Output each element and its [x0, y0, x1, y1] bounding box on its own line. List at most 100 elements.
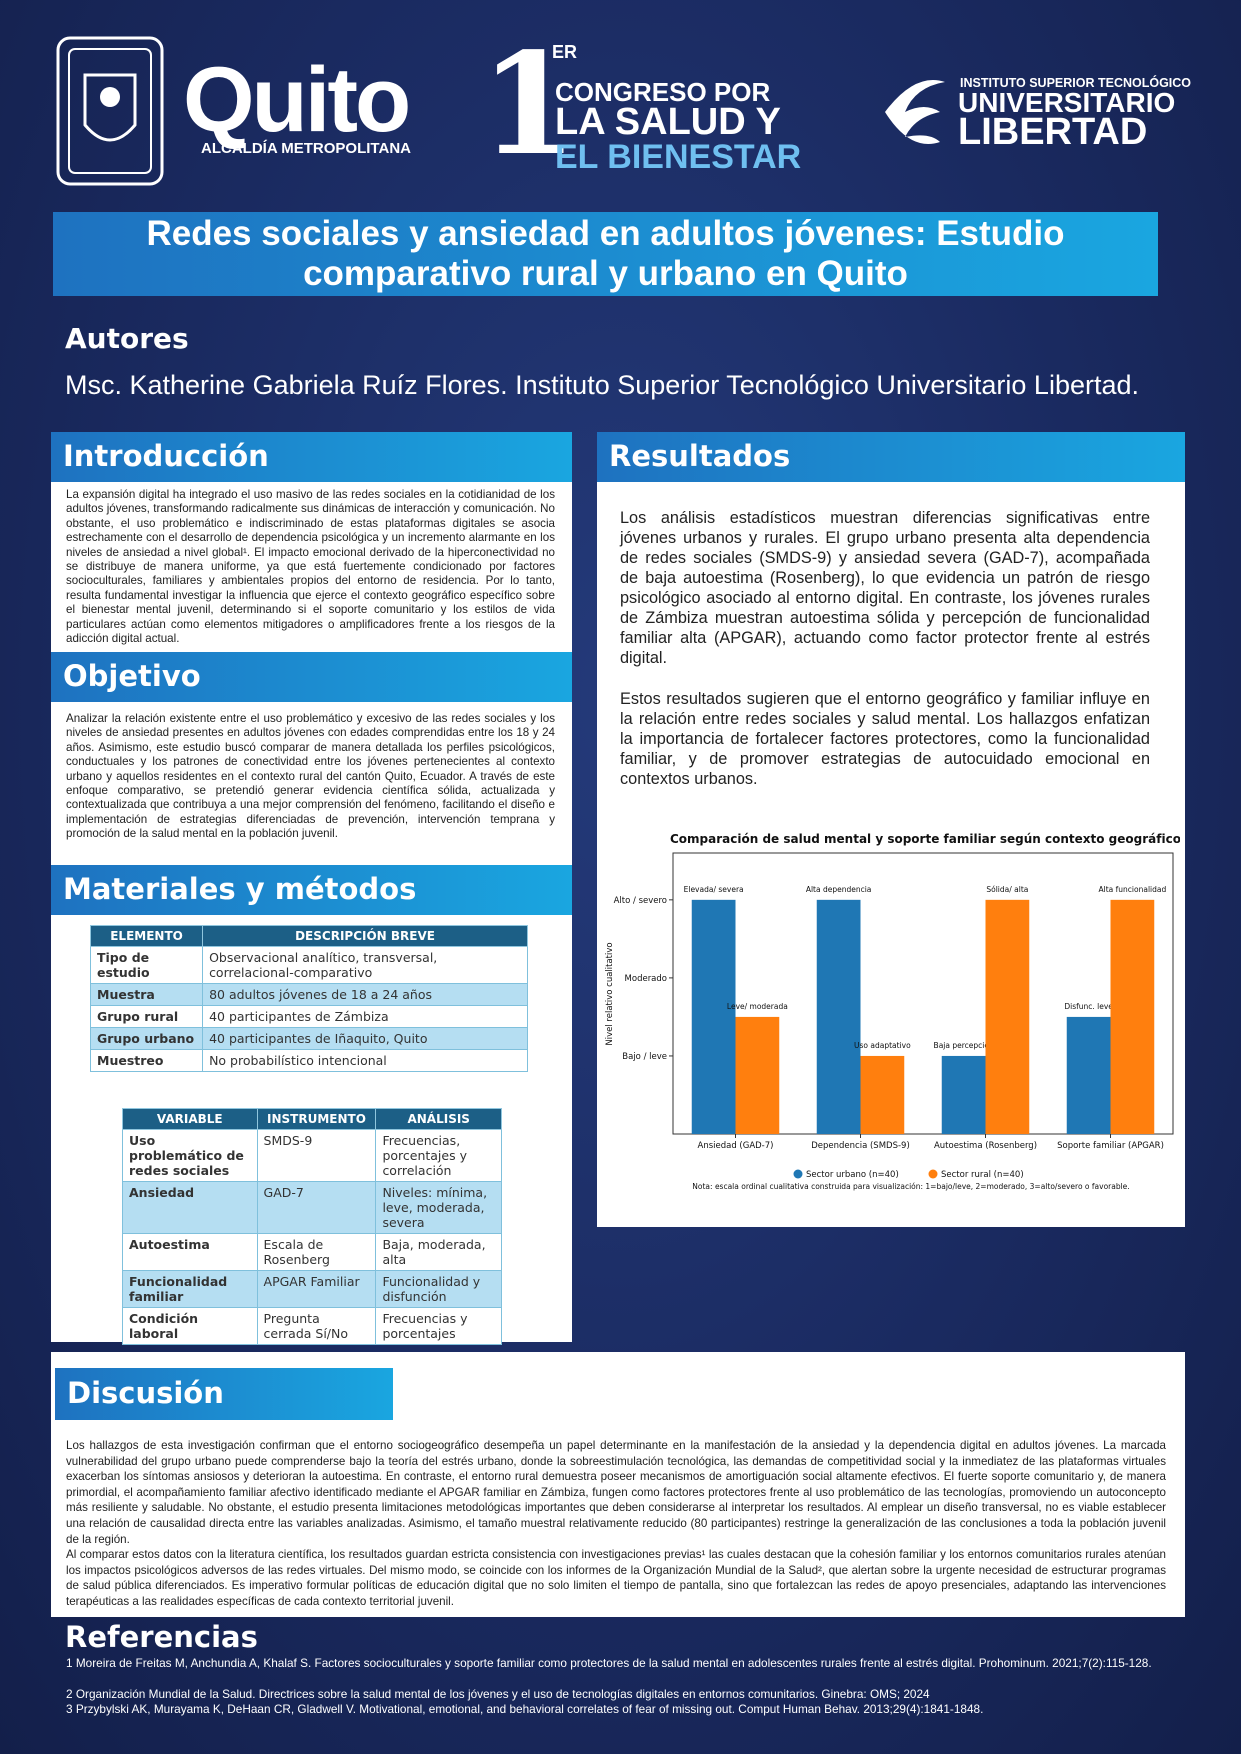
column-header: ANÁLISIS: [375, 1108, 502, 1130]
table-cell: Escala de Rosenberg: [256, 1233, 377, 1271]
header-row: VARIABLE INSTRUMENTO ANÁLISIS: [122, 1108, 502, 1130]
bar-label: Elevada/ severa: [684, 885, 744, 894]
section-heading: Resultados: [597, 432, 1185, 482]
table-cell: Muestreo: [89, 1049, 204, 1072]
table-cell: Uso problemático de redes sociales: [122, 1129, 258, 1182]
instituto-line: UNIVERSITARIO: [958, 87, 1176, 118]
table-cell: Autoestima: [122, 1233, 258, 1271]
table-cell: Funcionalidad y disfunción: [375, 1270, 502, 1308]
plot-frame: [672, 852, 1174, 1135]
column-header: DESCRIPCIÓN BREVE: [202, 925, 528, 947]
intro-text: La expansión digital ha integrado el uso…: [66, 488, 555, 646]
section-heading: Objetivo: [51, 652, 572, 702]
authors-heading: Autores: [65, 322, 189, 355]
table-row: Grupo urbano 40 participantes de Iñaquito…: [89, 1027, 528, 1050]
bar-label: Disfunc. leve: [1064, 1002, 1113, 1011]
chart: Comparación de salud mental y soporte fa…: [605, 832, 1180, 1191]
discussion-text: Los hallazgos de esta investigación conf…: [66, 1439, 1166, 1546]
reference: 2 Organización Mundial de la Salud. Dire…: [66, 1687, 930, 1701]
alcaldia: ALCALDÍA METROPOLITANA: [201, 140, 411, 157]
discussion-text: Al comparar estos datos con la literatur…: [66, 1548, 1166, 1608]
table-cell: 40 participantes de Iñaquito, Quito: [202, 1027, 528, 1050]
x-tick-label: Ansiedad (GAD-7): [698, 1141, 774, 1151]
table-cell: Grupo urbano: [89, 1027, 204, 1050]
x-tick-label: Dependencia (SMDS-9): [811, 1141, 910, 1151]
bar: [691, 899, 736, 1134]
table-row: Ansiedad GAD-7 Niveles: mínima, leve, mode…: [122, 1181, 502, 1234]
objetivo-text: Analizar la relación existente entre el …: [66, 712, 555, 841]
column-header: INSTRUMENTO: [256, 1108, 377, 1130]
table-cell: APGAR Familiar: [256, 1270, 377, 1308]
table-cell: Frecuencias y porcentajes: [375, 1307, 502, 1345]
bar: [860, 1055, 905, 1134]
table-cell: 80 adultos jóvenes de 18 a 24 años: [202, 983, 528, 1006]
congreso-number: 1: [480, 23, 578, 187]
table-row: Tipo de estudio Observacional analítico, …: [89, 946, 528, 984]
table-cell: No probabilístico intencional: [202, 1049, 528, 1072]
table-cell: Condición laboral: [122, 1307, 258, 1345]
table-row: Autoestima Escala de Rosenberg Baja, moder…: [122, 1233, 502, 1271]
reference: 1 Moreira de Freitas M, Anchundia A, Kha…: [66, 1656, 1152, 1670]
table-row: Grupo rural 40 participantes de Zámbiza: [89, 1005, 528, 1028]
bar: [1110, 899, 1155, 1134]
table-row: Muestra 80 adultos jóvenes de 18 a 24 año…: [89, 983, 528, 1006]
legend-swatch: [793, 1169, 803, 1179]
table-row: Funcionalidad familiar APGAR Familiar Func…: [122, 1270, 502, 1308]
legend-label: Sector urbano (n=40): [806, 1170, 899, 1180]
table-cell: 40 participantes de Zámbiza: [202, 1005, 528, 1028]
y-tick-label: Moderado: [625, 974, 667, 984]
bar-label: Sólida/ alta: [986, 885, 1028, 894]
bar: [985, 899, 1030, 1134]
table-cell: Grupo rural: [89, 1005, 204, 1028]
poster-title: Redes sociales y ansiedad en adultos jóv…: [53, 212, 1158, 296]
methods-table: ELEMENTO DESCRIPCIÓN BREVE Tipo de estudio…: [89, 925, 528, 1072]
variables-table: VARIABLE INSTRUMENTO ANÁLISIS Uso problemát…: [122, 1108, 502, 1345]
bar-label: Baja percepción: [934, 1041, 994, 1050]
table-cell: Observacional analítico, transversal, co…: [202, 946, 528, 984]
bar: [1066, 1016, 1111, 1134]
section-heading: Materiales y métodos: [51, 865, 572, 915]
bar: [816, 899, 861, 1134]
instituto-line: INSTITUTO SUPERIOR TECNOLÓGICO: [960, 76, 1192, 90]
instituto-line: LIBERTAD: [958, 111, 1148, 153]
y-tick-label: Alto / severo: [614, 896, 667, 906]
reference: 3 Przybylski AK, Murayama K, DeHaan CR, …: [66, 1702, 984, 1716]
congreso-line: LA SALUD Y: [555, 101, 781, 143]
table-cell: Muestra: [89, 983, 204, 1006]
y-axis-label: Nivel relativo cualitativo: [605, 942, 615, 1045]
bar: [735, 1016, 780, 1134]
bar-label: Uso adaptativo: [854, 1041, 911, 1050]
table-cell: Funcionalidad familiar: [122, 1270, 258, 1308]
crest: [56, 36, 164, 186]
section-heading: Discusión: [55, 1368, 393, 1420]
chart-title: Comparación de salud mental y soporte fa…: [670, 832, 1180, 846]
table-row: Uso problemático de redes sociales SMDS-9…: [122, 1129, 502, 1182]
header-row: ELEMENTO DESCRIPCIÓN BREVE: [89, 925, 528, 947]
table-cell: Frecuencias, porcentajes y correlación: [375, 1129, 502, 1182]
congreso-line: EL BIENESTAR: [555, 138, 802, 176]
results-text: Estos resultados sugieren que el entorno…: [620, 690, 1150, 788]
table-cell: Ansiedad: [122, 1181, 258, 1234]
column-header: VARIABLE: [122, 1108, 258, 1130]
table-cell: SMDS-9: [256, 1129, 377, 1182]
table-row: Condición laboral Pregunta cerrada Sí/No F…: [122, 1307, 502, 1345]
table-cell: GAD-7: [256, 1181, 377, 1234]
bar-label: Alta funcionalidad: [1099, 885, 1167, 894]
quito-logo: Quito: [183, 49, 411, 151]
y-tick-label: Bajo / leve: [622, 1052, 667, 1062]
column-header: ELEMENTO: [89, 925, 204, 947]
results-text: Los análisis estadísticos muestran difer…: [620, 509, 1150, 667]
legend-label: Sector rural (n=40): [941, 1170, 1024, 1180]
table-row: Muestreo No probabilístico intencional: [89, 1049, 528, 1072]
chart-note: Nota: escala ordinal cualitativa constru…: [692, 1182, 1129, 1191]
legend-swatch: [928, 1169, 938, 1179]
table-cell: Pregunta cerrada Sí/No: [256, 1307, 377, 1345]
bird-logo: [885, 80, 945, 144]
table-cell: Baja, moderada, alta: [375, 1233, 502, 1271]
bar-label: Leve/ moderada: [727, 1002, 788, 1011]
x-tick-label: Autoestima (Rosenberg): [934, 1141, 1037, 1151]
table-cell: Niveles: mínima, leve, moderada, severa: [375, 1181, 502, 1234]
congreso-line: CONGRESO POR: [555, 77, 771, 107]
congreso-sup: ER: [552, 42, 578, 62]
